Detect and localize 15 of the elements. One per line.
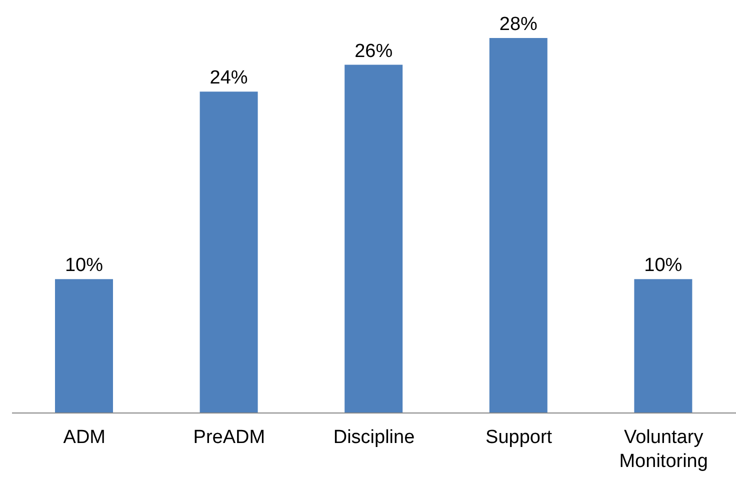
x-tick-label: Voluntary Monitoring — [619, 427, 708, 472]
data-label: 10% — [644, 255, 682, 276]
x-tick-label: Discipline — [333, 427, 415, 448]
data-label: 10% — [64, 255, 104, 276]
bar — [200, 92, 258, 413]
bar — [489, 38, 548, 413]
x-tick-label: Support — [486, 427, 553, 448]
bar — [344, 64, 403, 413]
bar — [634, 279, 692, 413]
bar — [55, 279, 113, 413]
x-tick-label: ADM — [63, 427, 106, 448]
data-label: 24% — [210, 68, 248, 89]
x-tick-label: PreADM — [193, 427, 266, 448]
data-label: 28% — [499, 14, 538, 35]
data-label: 26% — [354, 40, 393, 62]
